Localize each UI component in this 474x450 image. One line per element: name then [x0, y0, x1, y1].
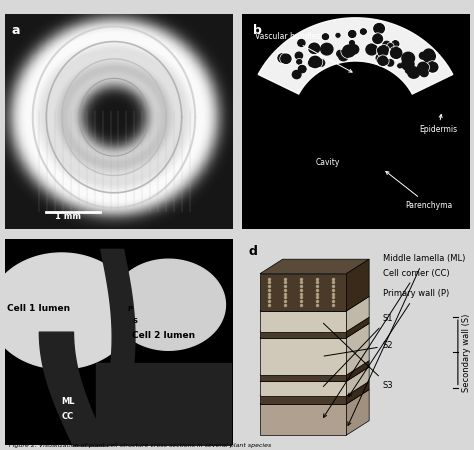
Circle shape	[321, 43, 333, 55]
Polygon shape	[260, 259, 369, 274]
Circle shape	[298, 65, 306, 73]
Polygon shape	[260, 274, 346, 311]
Polygon shape	[260, 332, 346, 338]
Polygon shape	[346, 324, 369, 375]
Circle shape	[281, 54, 291, 63]
Circle shape	[391, 48, 402, 58]
Polygon shape	[346, 317, 369, 338]
Polygon shape	[260, 297, 369, 311]
Polygon shape	[96, 363, 232, 446]
Circle shape	[387, 43, 393, 49]
Polygon shape	[258, 18, 453, 94]
Circle shape	[402, 58, 414, 70]
Polygon shape	[260, 381, 369, 396]
Text: b: b	[253, 24, 262, 37]
Circle shape	[408, 67, 419, 78]
Circle shape	[374, 23, 384, 34]
Circle shape	[349, 45, 359, 54]
Circle shape	[336, 33, 340, 38]
Polygon shape	[260, 367, 369, 381]
Circle shape	[376, 53, 386, 63]
Circle shape	[348, 31, 356, 37]
Circle shape	[406, 68, 410, 73]
Text: S2: S2	[324, 341, 393, 356]
Polygon shape	[346, 360, 369, 381]
Text: ML: ML	[62, 397, 75, 406]
Text: a: a	[11, 24, 20, 37]
Text: Vascular bundles: Vascular bundles	[255, 32, 352, 72]
Circle shape	[337, 50, 344, 57]
Text: S1: S1	[323, 314, 393, 387]
Polygon shape	[112, 259, 226, 350]
Text: Cell 2 lumen: Cell 2 lumen	[132, 331, 196, 340]
Text: S: S	[132, 318, 137, 324]
Circle shape	[423, 49, 434, 59]
Polygon shape	[260, 404, 346, 435]
Circle shape	[423, 50, 435, 62]
Circle shape	[296, 59, 302, 64]
Text: Cell corner (CC): Cell corner (CC)	[323, 269, 449, 418]
Circle shape	[317, 59, 325, 67]
Polygon shape	[260, 375, 346, 381]
Circle shape	[360, 29, 366, 35]
Circle shape	[418, 62, 428, 72]
Circle shape	[420, 69, 428, 76]
Polygon shape	[346, 259, 369, 311]
Circle shape	[409, 58, 414, 63]
Circle shape	[292, 71, 301, 79]
Circle shape	[322, 34, 328, 40]
Text: d: d	[248, 245, 257, 258]
Circle shape	[392, 40, 399, 47]
Polygon shape	[346, 297, 369, 332]
Text: Cavity: Cavity	[316, 158, 340, 166]
Polygon shape	[346, 367, 369, 396]
Circle shape	[419, 52, 427, 59]
Circle shape	[366, 44, 377, 55]
Polygon shape	[260, 381, 346, 396]
Polygon shape	[260, 317, 369, 332]
Polygon shape	[260, 396, 346, 404]
Text: c: c	[11, 245, 19, 258]
Circle shape	[338, 52, 348, 61]
Circle shape	[278, 54, 287, 63]
Text: Figure 2. Visualization of plant cell structure cross-sections in several plant : Figure 2. Visualization of plant cell st…	[9, 443, 272, 448]
Circle shape	[295, 52, 302, 59]
Circle shape	[373, 34, 383, 44]
Text: S3: S3	[323, 323, 393, 390]
Text: CC: CC	[62, 412, 74, 421]
Circle shape	[309, 43, 319, 54]
Circle shape	[397, 63, 402, 68]
Text: Epidermis: Epidermis	[419, 114, 457, 134]
Text: Primary wall (P): Primary wall (P)	[348, 289, 449, 397]
Polygon shape	[260, 311, 346, 332]
Text: Cell 1 lumen: Cell 1 lumen	[7, 304, 71, 313]
Circle shape	[387, 59, 393, 66]
Polygon shape	[260, 390, 369, 404]
Circle shape	[378, 46, 388, 56]
Text: 1 mm: 1 mm	[55, 212, 82, 221]
Circle shape	[402, 52, 415, 64]
Polygon shape	[260, 338, 346, 375]
Polygon shape	[0, 253, 135, 369]
Circle shape	[308, 61, 314, 66]
Text: Middle lamella (ML): Middle lamella (ML)	[348, 254, 465, 425]
Text: P: P	[128, 306, 133, 312]
Text: Parenchyma: Parenchyma	[386, 171, 453, 210]
Circle shape	[383, 41, 391, 49]
Polygon shape	[260, 324, 369, 338]
Text: Secondary wall (S): Secondary wall (S)	[463, 313, 472, 392]
Circle shape	[298, 40, 305, 46]
Circle shape	[349, 40, 355, 45]
Circle shape	[309, 56, 321, 68]
Circle shape	[421, 64, 428, 71]
Circle shape	[378, 56, 388, 65]
Polygon shape	[260, 360, 369, 375]
Circle shape	[428, 62, 438, 72]
Circle shape	[343, 45, 355, 57]
Polygon shape	[346, 390, 369, 435]
Polygon shape	[346, 381, 369, 404]
